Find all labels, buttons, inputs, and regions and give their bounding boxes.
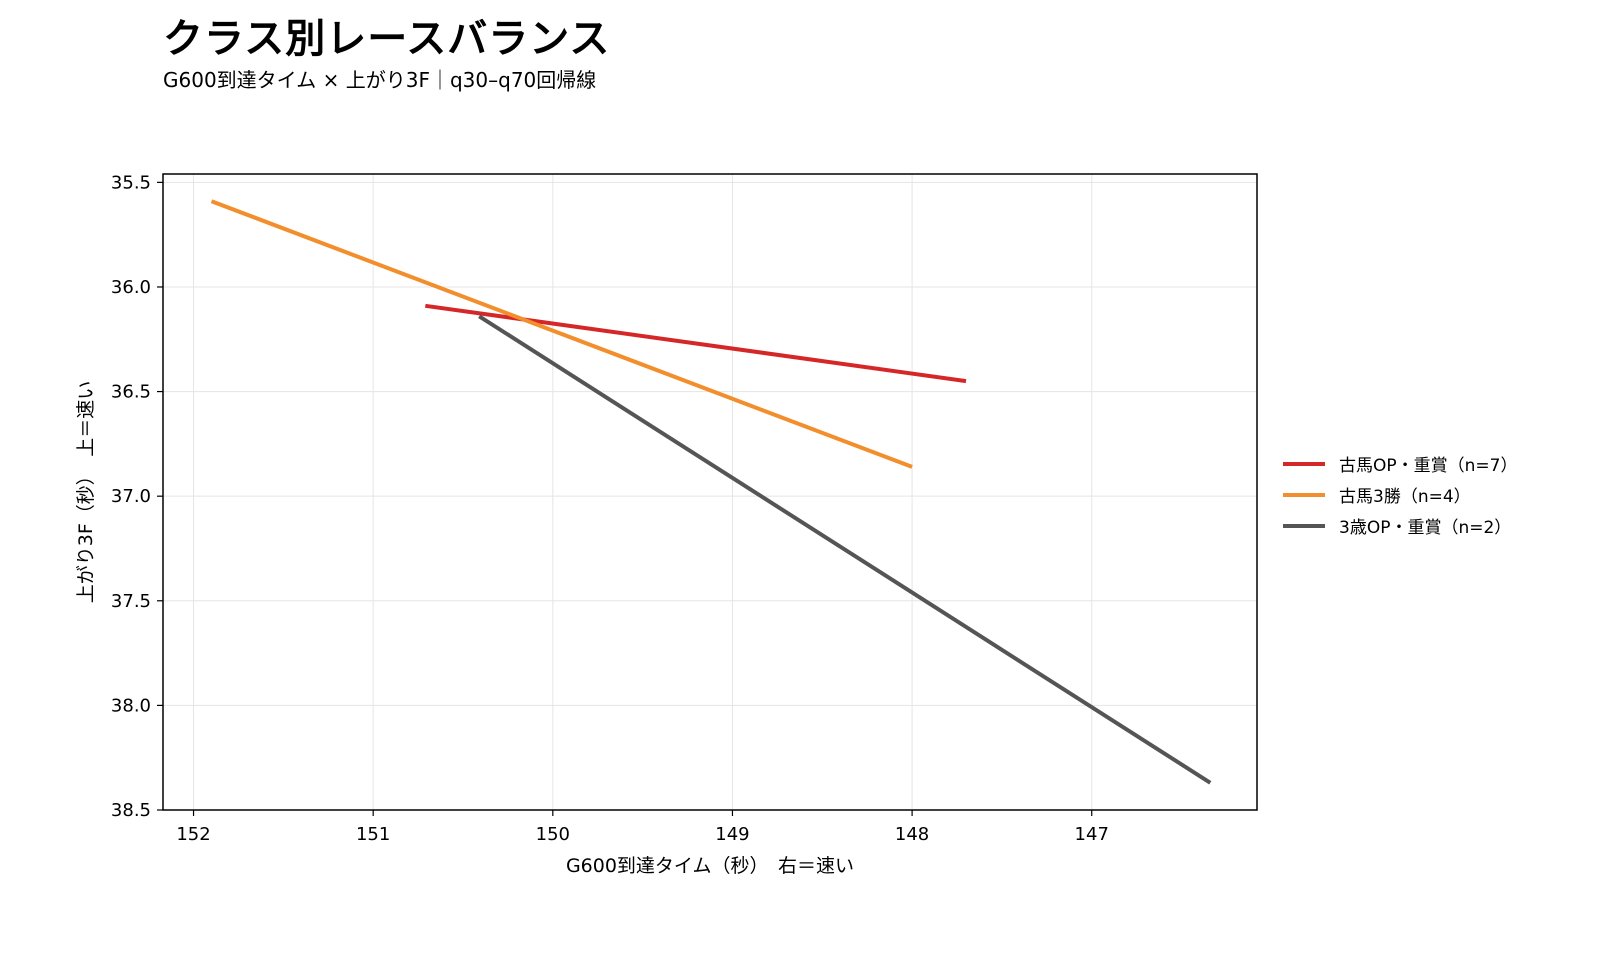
plot-frame — [162, 173, 1258, 811]
x-tick-label: 149 — [715, 824, 749, 845]
x-tick-label: 150 — [536, 824, 570, 845]
y-tick-label: 36.0 — [111, 277, 151, 298]
x-tick-label: 151 — [356, 824, 390, 845]
x-tick-label: 152 — [176, 824, 210, 845]
y-axis-label: 上がり3F（秒） 上＝速い — [75, 381, 97, 604]
legend-swatch — [1283, 523, 1325, 528]
legend-label: 3歳OP・重賞（n=2） — [1339, 518, 1512, 538]
chart-title: クラス別レースバランス — [163, 16, 611, 62]
legend-label: 古馬OP・重賞（n=7） — [1339, 456, 1518, 476]
legend-item: 3歳OP・重賞（n=2） — [1283, 510, 1517, 541]
legend-item: 古馬3勝（n=4） — [1283, 479, 1517, 510]
chart-subtitle: G600到達タイム × 上がり3F｜q30–q70回帰線 — [163, 68, 597, 92]
y-tick-label: 35.5 — [111, 172, 151, 193]
y-tick-label: 36.5 — [111, 382, 151, 403]
x-axis-label: G600到達タイム（秒） 右＝速い — [566, 855, 854, 877]
legend-label: 古馬3勝（n=4） — [1339, 487, 1471, 507]
legend-swatch — [1283, 461, 1325, 466]
axis-ticks: 152 151 150 149 148 147 35.5 36.0 36.5 37.0 37.5 38… — [111, 172, 1109, 845]
x-tick-label: 147 — [1075, 824, 1109, 845]
x-tick-label: 148 — [895, 824, 929, 845]
y-tick-label: 37.5 — [111, 591, 151, 612]
legend-swatch — [1283, 492, 1325, 497]
y-tick-label: 38.0 — [111, 695, 151, 716]
series-lines — [210, 199, 1212, 785]
series-line-2 — [478, 314, 1212, 785]
y-tick-label: 37.0 — [111, 486, 151, 507]
chart-legend: 古馬OP・重賞（n=7） 古馬3勝（n=4） 3歳OP・重賞（n=2） — [1283, 448, 1517, 541]
series-line-1 — [210, 199, 913, 469]
grid-lines — [163, 174, 1257, 811]
y-tick-label: 38.5 — [111, 800, 151, 821]
series-line-0 — [425, 303, 967, 384]
legend-item: 古馬OP・重賞（n=7） — [1283, 448, 1517, 479]
